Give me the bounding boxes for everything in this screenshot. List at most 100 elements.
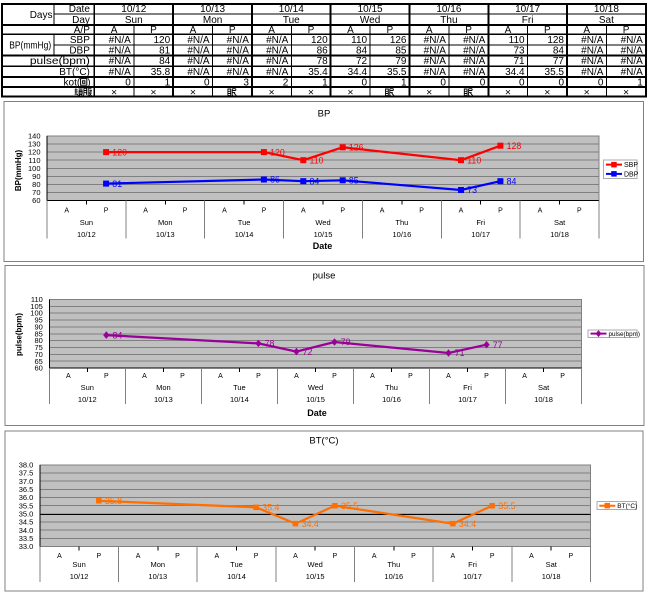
svg-text:#N/A: #N/A (463, 46, 486, 57)
svg-text:A: A (57, 553, 62, 560)
svg-text:80: 80 (32, 180, 40, 189)
svg-text:×: × (308, 87, 314, 99)
svg-text:Thu: Thu (440, 15, 457, 26)
svg-text:#N/A: #N/A (227, 35, 250, 46)
svg-text:P: P (490, 553, 495, 560)
svg-text:A: A (301, 207, 306, 214)
svg-text:P: P (256, 373, 261, 380)
svg-text:SBP: SBP (624, 162, 638, 169)
svg-text:A: A (190, 25, 197, 36)
svg-text:1: 1 (637, 77, 643, 88)
svg-text:×: × (269, 87, 275, 99)
svg-text:#N/A: #N/A (266, 46, 289, 57)
svg-text:70: 70 (32, 188, 40, 197)
svg-text:35.5: 35.5 (341, 501, 358, 511)
svg-text:10/18: 10/18 (550, 230, 569, 239)
svg-text:pulse(bpm): pulse(bpm) (15, 313, 24, 356)
svg-text:73: 73 (467, 185, 477, 195)
svg-text:P: P (183, 207, 188, 214)
svg-text:#N/A: #N/A (424, 67, 447, 78)
svg-text:P: P (332, 373, 337, 380)
svg-text:Date: Date (69, 4, 91, 15)
svg-text:×: × (505, 87, 511, 99)
svg-text:Fri: Fri (468, 560, 477, 569)
svg-text:10/16: 10/16 (436, 4, 461, 15)
svg-text:Date: Date (307, 408, 327, 418)
svg-text:10/13: 10/13 (156, 230, 175, 239)
svg-text:×: × (544, 87, 550, 99)
svg-text:86: 86 (270, 175, 280, 185)
svg-text:10/17: 10/17 (471, 230, 490, 239)
svg-text:Tue: Tue (238, 218, 251, 227)
svg-text:Sun: Sun (72, 560, 85, 569)
svg-text:#N/A: #N/A (109, 46, 132, 57)
svg-text:P: P (577, 207, 582, 214)
svg-text:10/17: 10/17 (458, 395, 477, 404)
svg-text:0: 0 (519, 77, 525, 88)
svg-text:): ) (87, 77, 90, 88)
svg-text:10/15: 10/15 (314, 230, 333, 239)
svg-text:128: 128 (507, 141, 522, 151)
svg-text:A: A (142, 373, 147, 380)
svg-text:Fri: Fri (463, 383, 472, 392)
svg-text:Sun: Sun (80, 218, 93, 227)
svg-text:34.4: 34.4 (348, 67, 368, 78)
svg-text:1: 1 (401, 77, 407, 88)
svg-text:Mon: Mon (158, 218, 173, 227)
svg-text:2: 2 (283, 77, 289, 88)
svg-text:84: 84 (507, 176, 517, 186)
svg-text:kot(: kot( (64, 77, 81, 88)
svg-text:×: × (150, 87, 156, 99)
svg-text:#N/A: #N/A (621, 56, 644, 67)
svg-text:#N/A: #N/A (187, 67, 210, 78)
svg-text:A: A (380, 207, 385, 214)
svg-text:×: × (347, 87, 353, 99)
svg-text:P: P (419, 207, 424, 214)
svg-text:126: 126 (349, 143, 364, 153)
svg-text:#N/A: #N/A (424, 46, 447, 57)
svg-text:P: P (568, 553, 573, 560)
svg-text:A: A (218, 373, 223, 380)
svg-text:128: 128 (547, 35, 564, 46)
svg-text:A: A (64, 207, 69, 214)
svg-text:10/12: 10/12 (77, 230, 96, 239)
svg-text:P: P (498, 207, 503, 214)
svg-text:60: 60 (32, 196, 40, 205)
svg-text:81: 81 (159, 46, 171, 57)
svg-text:35.0: 35.0 (19, 510, 34, 519)
svg-text:Date: Date (313, 241, 333, 251)
svg-text:10/18: 10/18 (594, 4, 619, 15)
svg-text:#N/A: #N/A (621, 35, 644, 46)
svg-text:#N/A: #N/A (109, 35, 132, 46)
svg-text:77: 77 (553, 56, 565, 67)
svg-text:84: 84 (113, 330, 123, 340)
svg-text:71: 71 (455, 348, 465, 358)
svg-text:35.5: 35.5 (19, 501, 34, 510)
svg-text:P: P (484, 373, 489, 380)
svg-text:37.5: 37.5 (19, 469, 34, 478)
svg-text:100: 100 (30, 309, 43, 318)
svg-text:BP: BP (318, 109, 331, 120)
svg-text:100: 100 (28, 164, 41, 173)
svg-text:P: P (104, 373, 109, 380)
svg-text:A: A (522, 373, 527, 380)
svg-text:DBP: DBP (624, 171, 639, 178)
svg-text:P: P (229, 25, 236, 36)
svg-text:85: 85 (349, 176, 359, 186)
svg-text:71: 71 (513, 56, 525, 67)
svg-text:120: 120 (154, 35, 171, 46)
svg-text:105: 105 (30, 302, 43, 311)
svg-text:Sun: Sun (125, 15, 143, 26)
svg-text:A: A (529, 553, 534, 560)
svg-text:Mon: Mon (151, 560, 166, 569)
svg-text:81: 81 (112, 179, 122, 189)
svg-text:P: P (332, 553, 337, 560)
svg-text:#N/A: #N/A (463, 35, 486, 46)
svg-text:Thu: Thu (387, 560, 400, 569)
svg-text:70: 70 (34, 350, 42, 359)
svg-text:90: 90 (34, 323, 42, 332)
svg-text:Tue: Tue (283, 15, 300, 26)
svg-text:Days: Days (30, 10, 53, 21)
svg-text:36.5: 36.5 (19, 485, 34, 494)
svg-text:0: 0 (362, 77, 368, 88)
